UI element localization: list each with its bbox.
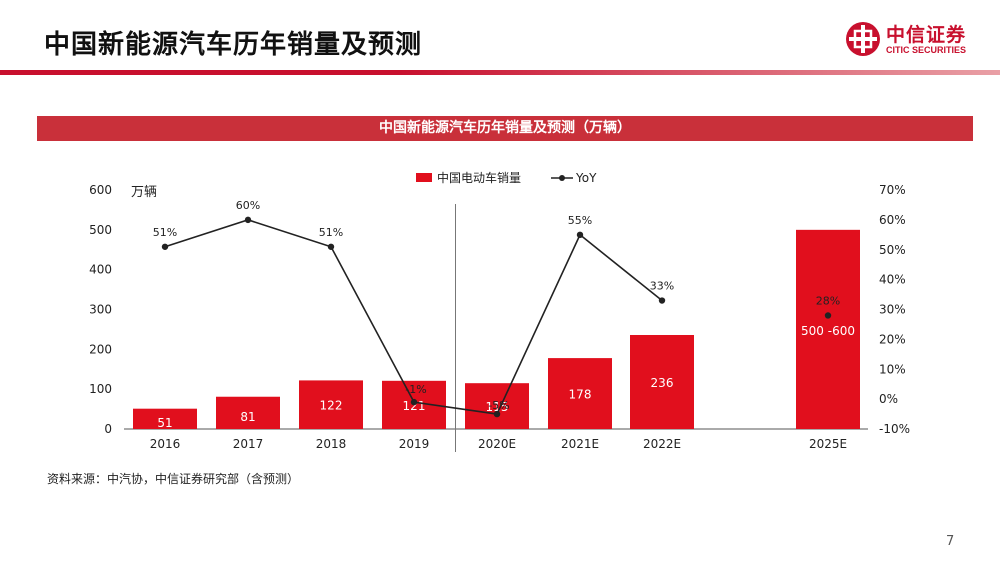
x-tick-label: 2018 bbox=[316, 437, 347, 451]
citic-logo-icon bbox=[846, 22, 880, 56]
yoy-data-label: -5% bbox=[488, 399, 509, 412]
bar-data-label: 122 bbox=[320, 399, 343, 413]
y-right-tick-label: 30% bbox=[879, 303, 906, 317]
y-right-tick-label: 20% bbox=[879, 332, 906, 346]
y-left-axis-label: 万辆 bbox=[131, 185, 157, 200]
x-tick-label: 2025E bbox=[809, 437, 847, 451]
yoy-data-label: 28% bbox=[816, 294, 840, 307]
yoy-data-label: 55% bbox=[568, 214, 592, 227]
company-logo: 中信证券 CITIC SECURITIES bbox=[846, 20, 976, 60]
yoy-point-2022E bbox=[658, 297, 666, 304]
bar-data-label: 236 bbox=[651, 376, 674, 390]
y-left-tick-label: 400 bbox=[89, 263, 112, 277]
bar-2017 bbox=[216, 396, 280, 429]
sales-chart: 0 100 200 300 400 500 600 万辆 -10% 0% 10% 20% 30% 40% 5… bbox=[89, 170, 910, 452]
y-right-tick-label: 70% bbox=[879, 183, 906, 197]
header-divider bbox=[0, 70, 1000, 75]
y-right-tick-label: -10% bbox=[879, 422, 910, 436]
yoy-point-2016 bbox=[161, 243, 169, 250]
x-tick-label: 2020E bbox=[478, 437, 516, 451]
legend-label-line: YoY bbox=[575, 171, 597, 185]
source-note: 资料来源：中汽协，中信证券研究部（含预测） bbox=[47, 472, 300, 486]
x-tick-label: 2021E bbox=[561, 437, 599, 451]
bar-2020E bbox=[465, 383, 529, 429]
y-left-tick-label: 0 bbox=[104, 422, 112, 436]
bar-2016 bbox=[133, 408, 197, 429]
y-left-tick-label: 100 bbox=[89, 382, 112, 396]
bar-data-label: 51 bbox=[157, 416, 172, 430]
x-tick-label: 2022E bbox=[643, 437, 681, 451]
bar-data-label: 81 bbox=[240, 410, 255, 424]
x-tick-label: 2019 bbox=[399, 437, 430, 451]
bar-data-label: 178 bbox=[569, 388, 592, 402]
y-left-tick-label: 600 bbox=[89, 183, 112, 197]
yoy-point-2020E bbox=[493, 410, 501, 418]
y-left-tick-label: 200 bbox=[89, 342, 112, 356]
y-left-tick-label: 500 bbox=[89, 223, 112, 237]
yoy-data-label: 51% bbox=[319, 226, 343, 239]
y-right-tick-label: 10% bbox=[879, 362, 906, 376]
logo-english-name: CITIC SECURITIES bbox=[886, 45, 967, 55]
y-right-tick-label: 0% bbox=[879, 392, 898, 406]
bar-2018 bbox=[299, 380, 363, 429]
yoy-data-label: 51% bbox=[153, 226, 177, 239]
bar-2025E bbox=[796, 229, 860, 429]
y-right-tick-label: 40% bbox=[879, 273, 906, 287]
yoy-point-2021E bbox=[576, 231, 584, 239]
legend-swatch-bar bbox=[416, 173, 432, 182]
y-right-tick-label: 50% bbox=[879, 243, 906, 257]
bar-2022E bbox=[630, 334, 694, 429]
y-right-tick-label: 60% bbox=[879, 213, 906, 227]
legend-label-bar: 中国电动车销量 bbox=[437, 170, 521, 185]
logo-chinese-name: 中信证券 bbox=[886, 24, 967, 46]
yoy-data-label: 33% bbox=[650, 280, 674, 293]
yoy-point-2025E bbox=[824, 312, 832, 319]
yoy-point-2018 bbox=[327, 243, 335, 250]
yoy-data-label: -1% bbox=[405, 383, 426, 396]
x-tick-label: 2016 bbox=[150, 437, 181, 451]
legend-swatch-marker bbox=[559, 175, 565, 181]
yoy-data-label: 60% bbox=[236, 199, 260, 212]
page-title: 中国新能源汽车历年销量及预测 bbox=[44, 30, 423, 60]
x-tick-label: 2017 bbox=[233, 437, 264, 451]
yoy-point-2019 bbox=[410, 398, 418, 406]
bar-2021E bbox=[548, 358, 612, 429]
bar-data-label: 500 -600 bbox=[801, 324, 855, 338]
chart-title-banner: 中国新能源汽车历年销量及预测（万辆） bbox=[37, 116, 973, 141]
page-number: 7 bbox=[946, 534, 955, 549]
yoy-point-2017 bbox=[244, 216, 252, 224]
y-left-tick-label: 300 bbox=[89, 303, 112, 317]
